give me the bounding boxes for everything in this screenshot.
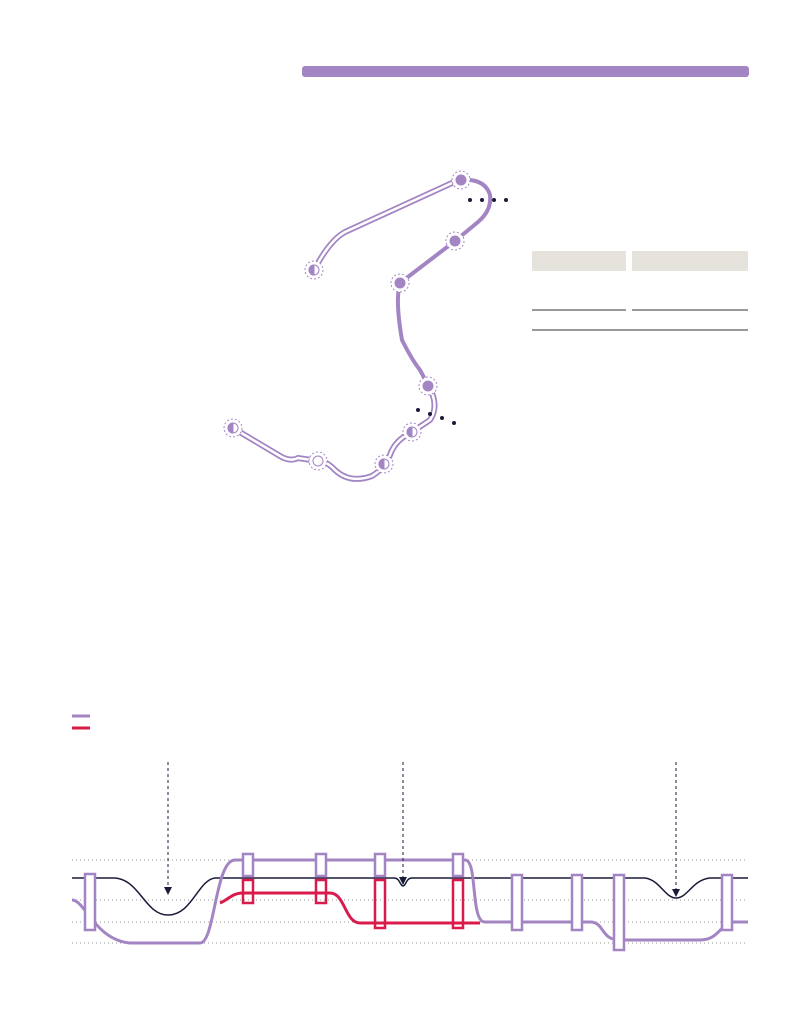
dot	[504, 198, 508, 202]
arrows	[167, 762, 677, 890]
purple-profile	[71, 858, 748, 945]
station	[227, 422, 239, 434]
red-gates	[241, 878, 465, 930]
gate	[570, 873, 584, 932]
dot	[480, 198, 484, 202]
route-map	[230, 177, 493, 482]
dot	[428, 412, 432, 416]
station	[312, 455, 324, 467]
station	[394, 277, 406, 289]
gate	[373, 852, 387, 878]
arrowhead	[164, 887, 172, 895]
gate	[373, 878, 387, 930]
gate	[314, 878, 328, 905]
dot	[452, 421, 456, 425]
gate	[451, 878, 465, 930]
route-main	[395, 177, 493, 387]
station	[449, 235, 461, 247]
dot	[492, 198, 496, 202]
table-header-cell	[532, 251, 626, 271]
header-bar	[302, 66, 749, 77]
gate	[314, 852, 328, 878]
red-profile	[219, 891, 480, 925]
legend	[72, 714, 90, 730]
dot	[440, 416, 444, 420]
table	[532, 251, 748, 331]
gate	[451, 852, 465, 878]
table-header-cell	[632, 251, 748, 271]
profile	[71, 762, 748, 952]
gate	[510, 873, 524, 932]
arrowheads	[164, 877, 680, 897]
continuation-dots	[416, 198, 508, 425]
station	[422, 380, 434, 392]
gate	[720, 873, 734, 932]
station	[455, 174, 467, 186]
gate	[612, 873, 626, 952]
dot	[416, 408, 420, 412]
station	[378, 458, 390, 470]
stations	[223, 170, 471, 474]
gate	[241, 852, 255, 878]
gate	[83, 872, 97, 932]
water-level	[72, 877, 748, 916]
arrowhead	[399, 877, 407, 885]
arrowhead	[672, 889, 680, 897]
station	[406, 426, 418, 438]
dot	[468, 198, 472, 202]
gate	[241, 878, 255, 905]
station	[308, 264, 320, 276]
gates	[83, 852, 734, 952]
